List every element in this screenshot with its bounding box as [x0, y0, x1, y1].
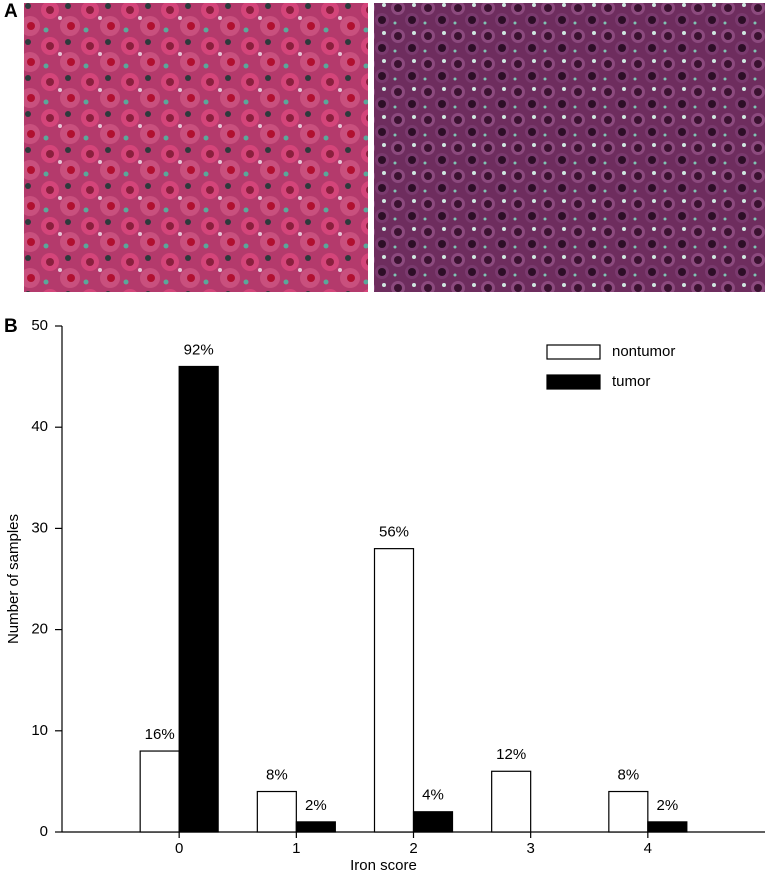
chart: 0 10 20 30 40 50 Iron score Number of samples 0 1…: [5, 317, 765, 874]
data-label: 2%: [656, 797, 678, 814]
data-label: 16%: [145, 726, 175, 743]
bar: [647, 821, 688, 833]
data-label: 2%: [305, 797, 327, 814]
legend-label: nontumor: [612, 343, 675, 360]
y-axis-label: Number of samples: [5, 514, 22, 644]
micrograph-tumor: [374, 3, 765, 292]
y-tick-label: 30: [31, 519, 48, 536]
y-tick-label: 50: [31, 317, 48, 334]
bar: [139, 750, 180, 833]
y-tick-label: 20: [31, 621, 48, 638]
bar: [295, 821, 336, 833]
panel-label: B: [4, 316, 18, 337]
x-tick-label: 4: [644, 840, 652, 857]
data-label: 8%: [617, 766, 639, 783]
x-tick-label: 1: [292, 840, 300, 857]
legend-swatch: [546, 344, 601, 360]
micrograph-nontumor: [24, 3, 368, 292]
bar: [373, 548, 415, 833]
x-tick-label: 0: [175, 840, 183, 857]
legend-label: tumor: [612, 373, 650, 390]
bar: [256, 790, 297, 833]
panel-label: A: [4, 1, 18, 22]
x-tick-label: 3: [526, 840, 534, 857]
bar: [178, 365, 219, 833]
data-label: 8%: [266, 766, 288, 783]
x-axis-label: Iron score: [350, 857, 417, 874]
y-tick-label: 0: [40, 823, 48, 840]
data-label: 92%: [184, 341, 214, 358]
legend-swatch: [546, 374, 601, 390]
bar: [608, 790, 649, 833]
bar: [491, 770, 532, 833]
bar: [412, 811, 454, 833]
data-label: 56%: [379, 524, 409, 541]
y-tick-label: 40: [31, 418, 48, 435]
data-label: 4%: [422, 787, 444, 804]
data-label: 12%: [496, 746, 526, 763]
x-tick-label: 2: [409, 840, 417, 857]
y-tick-label: 10: [31, 722, 48, 739]
